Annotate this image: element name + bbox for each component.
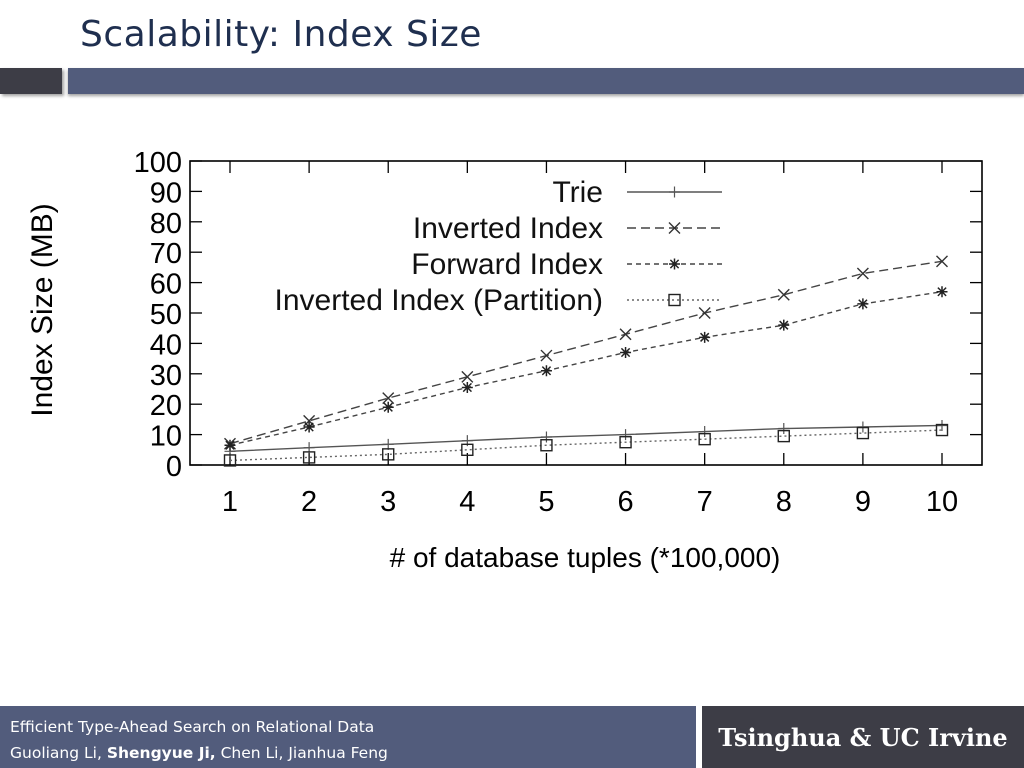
y-tick-label: 10: [150, 421, 182, 453]
y-tick-label: 80: [150, 208, 182, 240]
y-tick-label: 30: [150, 360, 182, 392]
y-tick-label: 40: [150, 329, 182, 361]
title-bar: [68, 68, 1024, 94]
x-tick-label: 10: [926, 486, 958, 518]
legend-marker-inverted-index: [668, 222, 681, 234]
point-forward-index: [382, 401, 394, 413]
point-inverted-index-partition: [382, 448, 395, 461]
point-inverted-index-partition: [935, 423, 949, 437]
x-tick-label: 2: [301, 486, 317, 518]
x-tick-label: 1: [222, 486, 238, 518]
point-inverted-index: [856, 267, 869, 280]
slide-title: Scalability: Index Size: [80, 14, 482, 55]
point-trie: [699, 426, 711, 438]
series-line-trie: [229, 424, 943, 453]
x-tick-label: 9: [855, 486, 871, 518]
series-line-inverted-index: [229, 260, 943, 445]
point-inverted-index: [777, 288, 790, 301]
x-tick-label: 6: [617, 486, 633, 518]
series-line-inverted-index-partition: [229, 429, 943, 462]
point-inverted-index-partition: [540, 439, 553, 452]
point-inverted-index-partition: [698, 432, 711, 446]
x-tick-label: 8: [776, 486, 792, 518]
point-inverted-index-partition: [302, 451, 316, 464]
y-tick-label: 20: [150, 390, 182, 422]
legend-marker-forward-index: [669, 258, 680, 270]
legend-label-inverted-index-partition: Inverted Index (Partition): [275, 284, 604, 317]
y-tick-label: 60: [150, 269, 182, 301]
footer-author-rest: Chen Li, Jianhua Feng: [215, 744, 388, 762]
point-inverted-index: [461, 370, 474, 383]
x-tick-label: 7: [697, 486, 713, 518]
footer-affiliation: Tsinghua & UC Irvine: [702, 706, 1024, 768]
footer-author-1: Guoliang Li,: [10, 744, 107, 762]
point-trie: [620, 429, 632, 441]
legend-label-inverted-index: Inverted Index: [413, 212, 603, 245]
point-inverted-index-partition: [223, 454, 237, 467]
point-forward-index: [461, 381, 473, 393]
footer-citation: Efficient Type-Ahead Search on Relationa…: [0, 706, 696, 768]
y-tick-label: 70: [150, 238, 182, 270]
title-bar-accent: [0, 68, 62, 94]
point-inverted-index: [698, 307, 711, 319]
point-forward-index: [303, 421, 315, 433]
point-inverted-index: [303, 414, 316, 427]
point-forward-index: [857, 298, 869, 310]
x-tick-label: 4: [459, 486, 475, 518]
footer-author-2: Shengyue Ji,: [106, 744, 216, 762]
y-axis-label: Index Size (MB): [26, 203, 59, 416]
legend-marker-inverted-index-partition: [668, 293, 681, 307]
point-inverted-index: [382, 392, 395, 405]
point-inverted-index-partition: [619, 436, 632, 449]
legend-label-trie: Trie: [552, 176, 603, 209]
point-inverted-index-partition: [856, 426, 870, 440]
point-inverted-index: [540, 349, 553, 362]
y-tick-label: 50: [150, 299, 182, 331]
point-forward-index: [224, 439, 236, 451]
point-trie: [540, 431, 552, 443]
series-line-forward-index: [229, 291, 943, 446]
point-forward-index: [620, 347, 632, 359]
x-axis-label: # of database tuples (*100,000): [390, 542, 781, 573]
point-trie: [778, 423, 790, 435]
point-inverted-index: [619, 328, 632, 341]
point-forward-index: [540, 365, 552, 377]
point-inverted-index-partition: [777, 429, 790, 443]
y-tick-label: 0: [166, 451, 182, 483]
point-inverted-index: [936, 255, 948, 268]
y-tick-label: 100: [134, 147, 182, 179]
footer-authors: Guoliang Li, Shengyue Ji, Chen Li, Jianh…: [10, 740, 696, 766]
legend-label-forward-index: Forward Index: [411, 248, 603, 281]
footer-paper-title: Efficient Type-Ahead Search on Relationa…: [10, 718, 375, 736]
x-tick-label: 5: [538, 486, 554, 518]
point-inverted-index-partition: [461, 443, 474, 456]
point-forward-index: [936, 286, 948, 298]
point-forward-index: [699, 331, 711, 343]
point-trie: [936, 419, 948, 431]
point-trie: [382, 438, 394, 450]
point-forward-index: [778, 319, 790, 331]
legend-marker-trie: [669, 186, 680, 198]
y-tick-label: 90: [150, 177, 182, 209]
x-tick-label: 3: [380, 486, 396, 518]
